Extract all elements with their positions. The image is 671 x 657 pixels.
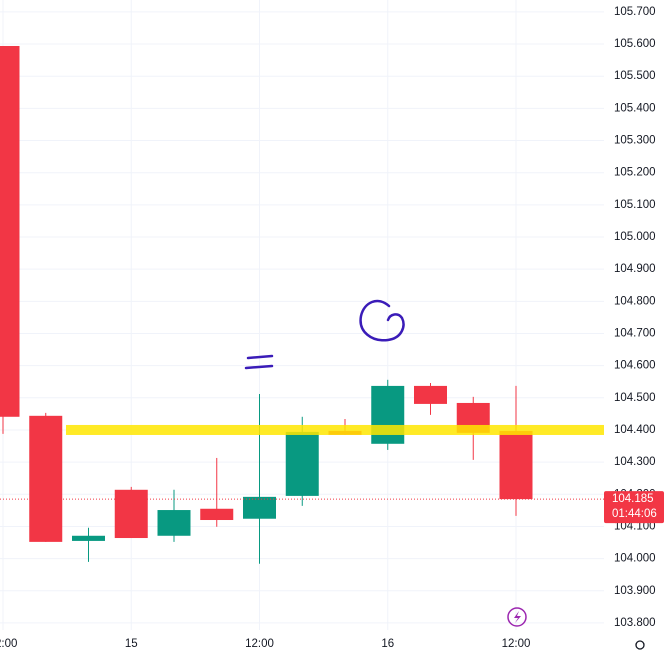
y-tick-label: 105.700: [614, 6, 656, 18]
y-tick-label: 104.700: [614, 328, 656, 340]
drawing-equals: [244, 354, 274, 370]
candle-body: [29, 415, 63, 542]
candle-body: [200, 508, 234, 521]
y-tick-label: 104.900: [614, 263, 656, 275]
last-price-label: 104.185: [612, 493, 654, 505]
x-tick-label: 12:00: [245, 638, 274, 650]
x-tick-label: 15: [125, 638, 138, 650]
drawing-g: [359, 299, 405, 342]
y-tick-label: 103.800: [614, 617, 656, 629]
x-tick-label: 12:00: [0, 638, 17, 650]
candle-body: [72, 535, 105, 541]
candle-body: [499, 430, 533, 500]
x-tick-label: 12:00: [502, 638, 531, 650]
last-price-box: [604, 491, 664, 524]
countdown-label: 01:44:06: [612, 508, 657, 520]
candle-body: [285, 431, 319, 496]
y-tick-label: 104.000: [614, 553, 656, 565]
y-tick-label: 105.600: [614, 38, 656, 50]
y-tick-label: 104.600: [614, 360, 656, 372]
y-tick-label: 104.100: [614, 520, 656, 532]
y-tick-label: 104.500: [614, 392, 656, 404]
y-tick-label: 104.800: [614, 295, 656, 307]
y-tick-label: 105.100: [614, 199, 656, 211]
y-tick-label: 105.400: [614, 102, 656, 114]
y-tick-label: 105.000: [614, 231, 656, 243]
price-axis: 105.700 105.600 105.500 105.400 105.300 105.2…: [614, 6, 656, 629]
lightning-glyph: [514, 611, 521, 623]
y-tick-label: 105.500: [614, 70, 656, 82]
candle-body: [157, 510, 191, 536]
candle-body: [371, 385, 405, 444]
candle-body: [414, 385, 447, 404]
candle-body: [0, 45, 20, 417]
lightning-icon[interactable]: [507, 607, 527, 627]
y-tick-label: 103.900: [614, 585, 656, 597]
plot: [0, 45, 604, 564]
x-tick-label: 16: [381, 638, 394, 650]
settings-icon[interactable]: [635, 640, 645, 650]
y-tick-label: 104.400: [614, 424, 656, 436]
horizontal-level: [66, 424, 604, 435]
y-tick-label: 105.300: [614, 135, 656, 147]
y-tick-label: 105.200: [614, 167, 656, 179]
candle-body: [114, 489, 148, 539]
candle-body: [243, 496, 276, 519]
grid: [0, 0, 604, 630]
y-tick-label: 104.300: [614, 456, 656, 468]
